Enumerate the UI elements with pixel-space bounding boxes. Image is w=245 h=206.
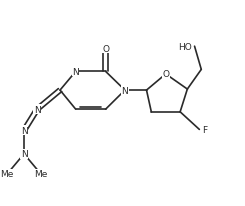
Text: O: O	[102, 44, 109, 54]
Text: Me: Me	[34, 170, 48, 179]
Text: HO: HO	[178, 42, 192, 52]
Text: Me: Me	[0, 170, 14, 179]
Text: N: N	[72, 68, 79, 77]
Text: O: O	[162, 70, 169, 79]
Text: F: F	[202, 125, 207, 134]
Text: N: N	[34, 105, 41, 114]
Text: N: N	[21, 126, 27, 135]
Text: N: N	[122, 86, 128, 95]
Text: N: N	[21, 150, 27, 159]
